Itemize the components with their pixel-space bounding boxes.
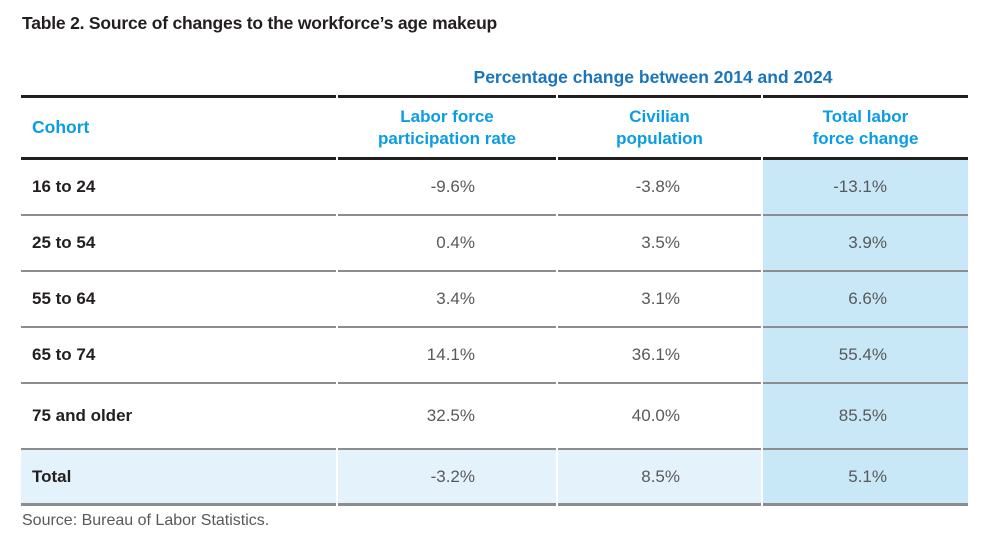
workforce-age-table: Percentage change between 2014 and 2024 …: [19, 52, 970, 506]
column-header-cohort: Cohort: [21, 95, 336, 160]
population-value: 8.5%: [558, 450, 761, 506]
total-change-value: 5.1%: [763, 450, 968, 506]
header-line: Labor force: [400, 107, 494, 127]
header-line: Civilian: [629, 107, 690, 127]
table-row-total: Total -3.2% 8.5% 5.1%: [21, 450, 968, 506]
total-change-value: 85.5%: [763, 384, 968, 450]
cohort-label: 55 to 64: [21, 272, 336, 328]
cohort-label: 65 to 74: [21, 328, 336, 384]
cohort-label: Total: [21, 450, 336, 506]
participation-value: 32.5%: [338, 384, 556, 450]
spanner-spacer: [21, 52, 336, 95]
table-row-16-to-24: 16 to 24 -9.6% -3.8% -13.1%: [21, 160, 968, 216]
spanner-row: Percentage change between 2014 and 2024: [21, 52, 968, 95]
population-value: -3.8%: [558, 160, 761, 216]
table-row-65-to-74: 65 to 74 14.1% 36.1% 55.4%: [21, 328, 968, 384]
cohort-label: 16 to 24: [21, 160, 336, 216]
total-change-value: 55.4%: [763, 328, 968, 384]
source-note: Source: Bureau of Labor Statistics.: [22, 512, 270, 529]
column-header-total-labor-force-change: Total labor force change: [763, 95, 968, 160]
header-line: participation rate: [378, 128, 516, 148]
column-header-participation-rate: Labor force participation rate: [338, 95, 556, 160]
header-line: Total labor: [822, 107, 909, 127]
table-row-75-and-older: 75 and older 32.5% 40.0% 85.5%: [21, 384, 968, 450]
cohort-label: 25 to 54: [21, 216, 336, 272]
total-change-value: -13.1%: [763, 160, 968, 216]
header-line: force change: [812, 128, 919, 148]
table-row-25-to-54: 25 to 54 0.4% 3.5% 3.9%: [21, 216, 968, 272]
participation-value: -3.2%: [338, 450, 556, 506]
participation-value: -9.6%: [338, 160, 556, 216]
total-change-value: 3.9%: [763, 216, 968, 272]
population-value: 40.0%: [558, 384, 761, 450]
population-value: 36.1%: [558, 328, 761, 384]
population-value: 3.5%: [558, 216, 761, 272]
participation-value: 14.1%: [338, 328, 556, 384]
table-row-55-to-64: 55 to 64 3.4% 3.1% 6.6%: [21, 272, 968, 328]
total-change-value: 6.6%: [763, 272, 968, 328]
header-row: Cohort Labor force participation rate Ci…: [21, 95, 968, 160]
participation-value: 3.4%: [338, 272, 556, 328]
population-value: 3.1%: [558, 272, 761, 328]
header-line: population: [616, 128, 703, 148]
column-header-civilian-population: Civilian population: [558, 95, 761, 160]
spanner-header: Percentage change between 2014 and 2024: [473, 67, 833, 87]
cohort-label: 75 and older: [21, 384, 336, 450]
participation-value: 0.4%: [338, 216, 556, 272]
table-title: Table 2. Source of changes to the workfo…: [22, 13, 498, 33]
